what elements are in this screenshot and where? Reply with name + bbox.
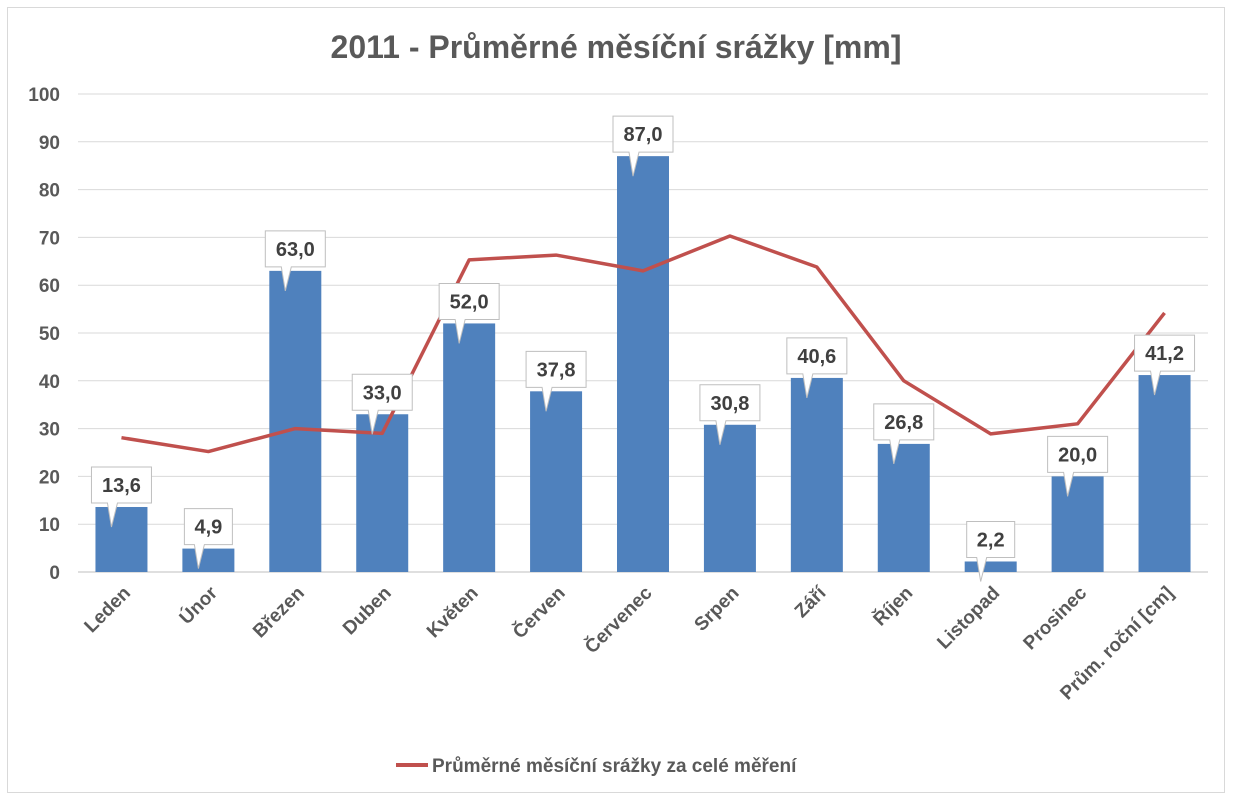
bar xyxy=(356,414,409,572)
data-label-callout xyxy=(1134,334,1196,396)
data-label-callout xyxy=(264,230,326,291)
data-label-callout xyxy=(612,115,674,177)
bar xyxy=(182,548,235,572)
bar xyxy=(443,323,496,572)
bar xyxy=(1051,476,1104,572)
data-label-callout xyxy=(90,466,152,528)
data-label-callout xyxy=(786,337,848,399)
bar xyxy=(964,561,1017,572)
y-tick-label: 80 xyxy=(39,181,60,202)
data-label: 63,0 xyxy=(276,239,315,261)
legend: Průměrné měsíční srážky za celé měření xyxy=(396,756,797,777)
y-tick-label: 90 xyxy=(39,133,60,154)
data-label: 26,8 xyxy=(884,412,923,434)
bar xyxy=(617,156,669,572)
legend-label: Průměrné měsíční srážky za celé měření xyxy=(432,756,797,777)
y-tick-label: 40 xyxy=(39,372,60,393)
bar xyxy=(1138,375,1191,572)
data-label-callout xyxy=(183,508,233,569)
y-tick-label: 100 xyxy=(28,85,60,106)
x-tick-label: Červen xyxy=(509,582,570,643)
data-label: 13,6 xyxy=(102,475,141,497)
data-label: 87,0 xyxy=(624,124,663,146)
y-tick-label: 50 xyxy=(39,324,60,345)
data-label: 40,6 xyxy=(797,346,836,368)
data-label: 20,0 xyxy=(1058,444,1097,466)
data-label: 52,0 xyxy=(450,291,489,313)
x-tick-label: Říjen xyxy=(869,582,917,630)
data-label-callout xyxy=(438,282,500,344)
bar xyxy=(790,377,843,572)
data-label: 33,0 xyxy=(363,382,402,404)
line-series xyxy=(121,234,1166,454)
x-tick-label: Únor xyxy=(175,582,222,629)
bar xyxy=(703,424,756,572)
y-tick-label: 30 xyxy=(39,420,60,441)
x-tick-label: Prosinec xyxy=(1020,582,1092,654)
x-tick-label: Září xyxy=(791,582,831,622)
x-tick-label: Leden xyxy=(81,583,135,637)
data-label-callout xyxy=(699,384,761,445)
chart-title: 2011 - Průměrné měsíční srážky [mm] xyxy=(331,29,902,65)
y-tick-label: 0 xyxy=(49,563,60,584)
chart-frame xyxy=(7,7,1225,793)
data-label-callout xyxy=(351,373,413,435)
y-tick-label: 60 xyxy=(39,276,60,297)
bar xyxy=(530,391,583,572)
bar xyxy=(95,506,148,572)
data-label: 4,9 xyxy=(194,517,222,539)
y-tick-label: 10 xyxy=(39,515,60,536)
bar xyxy=(877,443,930,572)
data-label-callout xyxy=(1047,435,1109,497)
x-tick-label: Duben xyxy=(339,583,396,640)
data-label: 41,2 xyxy=(1145,343,1184,365)
y-tick-label: 70 xyxy=(39,228,60,249)
data-label: 2,2 xyxy=(977,529,1005,551)
data-label-callout xyxy=(873,403,935,465)
x-tick-label: Listopad xyxy=(933,583,1004,654)
x-tick-label: Srpen xyxy=(691,583,744,636)
data-label: 30,8 xyxy=(710,393,749,415)
x-tick-label: Červenec xyxy=(580,582,656,658)
y-tick-label: 20 xyxy=(39,467,60,488)
data-label: 37,8 xyxy=(537,359,576,381)
data-label-callout xyxy=(525,350,587,412)
bar xyxy=(269,270,322,572)
x-tick-label: Květen xyxy=(423,583,483,643)
x-tick-label: Březen xyxy=(249,583,309,643)
data-label-callout xyxy=(966,520,1016,582)
